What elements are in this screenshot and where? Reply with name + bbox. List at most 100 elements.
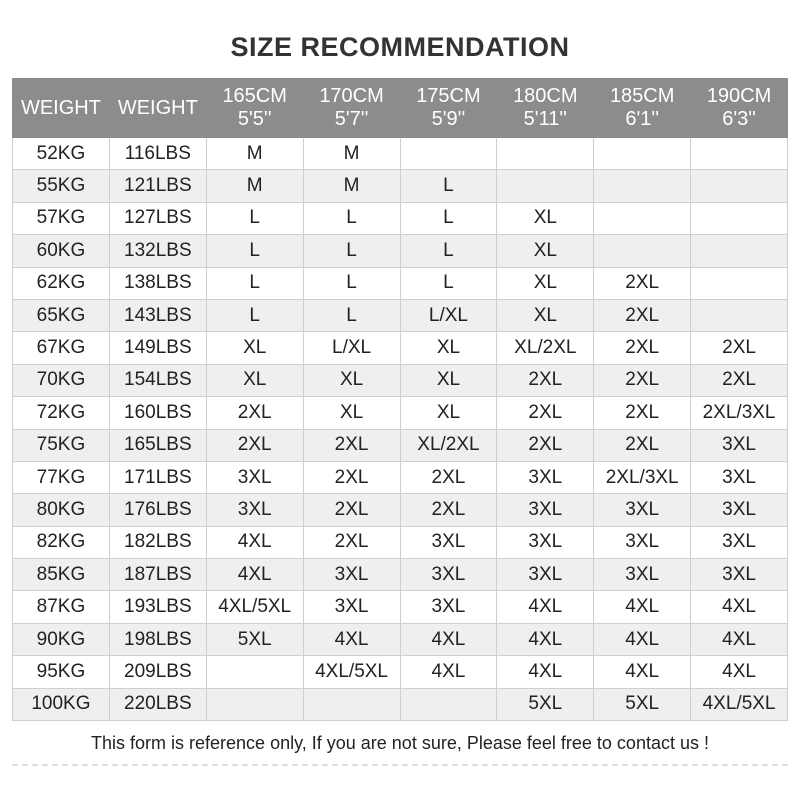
table-cell: XL: [205, 363, 304, 398]
table-cell: 138LBS: [108, 266, 207, 300]
table-cell: [205, 687, 304, 722]
table-cell: 3XL: [496, 460, 595, 495]
table-row: 72KG 160LBS 2XL XL XL 2XL 2XL 2XL/3XL: [12, 396, 788, 430]
table-cell: 95KG: [12, 655, 110, 689]
table-cell: 4XL: [690, 655, 788, 689]
table-row: 87KG 193LBS 4XL/5XL 3XL 3XL 4XL 4XL 4XL: [12, 590, 788, 624]
table-cell: 187LBS: [108, 558, 207, 592]
table-cell: L: [399, 169, 498, 203]
table-cell: 3XL: [302, 590, 401, 624]
table-cell: [205, 655, 304, 689]
table-row: 55KG 121LBS M M L: [12, 169, 788, 203]
table-cell: 220LBS: [108, 687, 207, 722]
table-cell: 57KG: [12, 201, 110, 236]
table-cell: L: [399, 201, 498, 236]
table-cell: 2XL: [302, 525, 401, 560]
table-cell: XL: [302, 363, 401, 398]
table-row: 77KG 171LBS 3XL 2XL 2XL 3XL 2XL/3XL 3XL: [12, 460, 788, 495]
header-line: 190CM: [706, 85, 772, 107]
table-cell: 121LBS: [108, 169, 207, 203]
table-row: 57KG 127LBS L L L XL: [12, 201, 788, 236]
table-cell: 4XL: [690, 622, 788, 657]
table-cell: [690, 266, 788, 300]
table-cell: 4XL/5XL: [205, 590, 304, 624]
table-cell: 2XL: [593, 428, 692, 462]
table-cell: 3XL: [690, 493, 788, 527]
header-line: 5'9'': [431, 108, 466, 130]
table-cell: 82KG: [12, 525, 110, 560]
table-cell: 3XL: [690, 525, 788, 560]
table-cell: 3XL: [496, 558, 595, 592]
header-line: 5'5'': [237, 108, 272, 130]
table-cell: 2XL: [593, 331, 692, 365]
header-line: 180CM: [513, 85, 578, 107]
table-cell: 90KG: [12, 622, 110, 657]
header-cell: 190CM 6'3'': [690, 78, 788, 138]
table-cell: 2XL: [205, 428, 304, 462]
table-cell: XL: [205, 331, 304, 365]
table-cell: [496, 169, 595, 203]
header-line: 5'11'': [523, 108, 567, 130]
table-cell: 127LBS: [108, 201, 207, 236]
table-cell: 3XL: [205, 460, 304, 495]
table-cell: 2XL: [302, 460, 401, 495]
table-cell: XL: [399, 396, 498, 430]
table-cell: 193LBS: [108, 590, 207, 624]
table-cell: 55KG: [12, 169, 110, 203]
table-cell: 116LBS: [108, 136, 207, 171]
table-cell: L: [399, 234, 498, 268]
table-cell: 3XL: [399, 590, 498, 624]
table-cell: [690, 298, 788, 333]
table-cell: 72KG: [12, 396, 110, 430]
table-cell: 2XL: [496, 396, 595, 430]
table-cell: 67KG: [12, 331, 110, 365]
table-cell: 3XL: [593, 493, 692, 527]
table-cell: 4XL: [496, 590, 595, 624]
table-row: 95KG 209LBS 4XL/5XL 4XL 4XL 4XL 4XL: [12, 655, 788, 689]
table-cell: XL: [302, 396, 401, 430]
table-row: 60KG 132LBS L L L XL: [12, 234, 788, 268]
table-cell: 80KG: [12, 493, 110, 527]
table-cell: 2XL: [690, 363, 788, 398]
table-row: 52KG 116LBS M M: [12, 136, 788, 171]
header-line: 170CM: [319, 85, 384, 107]
table-cell: 4XL: [302, 622, 401, 657]
table-cell: 3XL: [690, 558, 788, 592]
table-cell: 3XL: [205, 493, 304, 527]
table-cell: 3XL: [593, 558, 692, 592]
table-cell: 2XL: [496, 363, 595, 398]
table-cell: 4XL/5XL: [302, 655, 401, 689]
table-cell: 2XL: [399, 460, 498, 495]
table-cell: 2XL: [593, 266, 692, 300]
table-row: 80KG 176LBS 3XL 2XL 2XL 3XL 3XL 3XL: [12, 493, 788, 527]
table-cell: M: [302, 136, 401, 171]
table-cell: 2XL: [205, 396, 304, 430]
table-cell: 85KG: [12, 558, 110, 592]
table-cell: 70KG: [12, 363, 110, 398]
header-line: WEIGHT: [117, 96, 198, 119]
table-row: 82KG 182LBS 4XL 2XL 3XL 3XL 3XL 3XL: [12, 525, 788, 560]
table-row: 67KG 149LBS XL L/XL XL XL/2XL 2XL 2XL: [12, 331, 788, 365]
table-cell: 3XL: [302, 558, 401, 592]
table-cell: XL: [496, 201, 595, 236]
table-cell: 3XL: [690, 428, 788, 462]
size-table: WEIGHT WEIGHT 165CM 5'5'' 170CM 5'7'' 175CM 5'9…: [12, 78, 788, 722]
table-row: 90KG 198LBS 5XL 4XL 4XL 4XL 4XL 4XL: [12, 622, 788, 657]
table-cell: [690, 201, 788, 236]
header-line: 6'3'': [722, 108, 756, 130]
table-cell: XL: [399, 331, 498, 365]
table-cell: [399, 136, 498, 171]
table-cell: 100KG: [12, 687, 110, 722]
divider: [12, 764, 788, 766]
header-line: 6'1'': [625, 108, 660, 130]
table-cell: 182LBS: [108, 525, 207, 560]
table-cell: L: [205, 298, 304, 333]
table-cell: 3XL: [399, 558, 498, 592]
table-cell: 132LBS: [108, 234, 207, 268]
table-cell: M: [205, 136, 304, 171]
table-cell: L: [205, 266, 304, 300]
table-cell: [399, 687, 498, 722]
table-cell: 149LBS: [108, 331, 207, 365]
table-cell: 2XL: [690, 331, 788, 365]
